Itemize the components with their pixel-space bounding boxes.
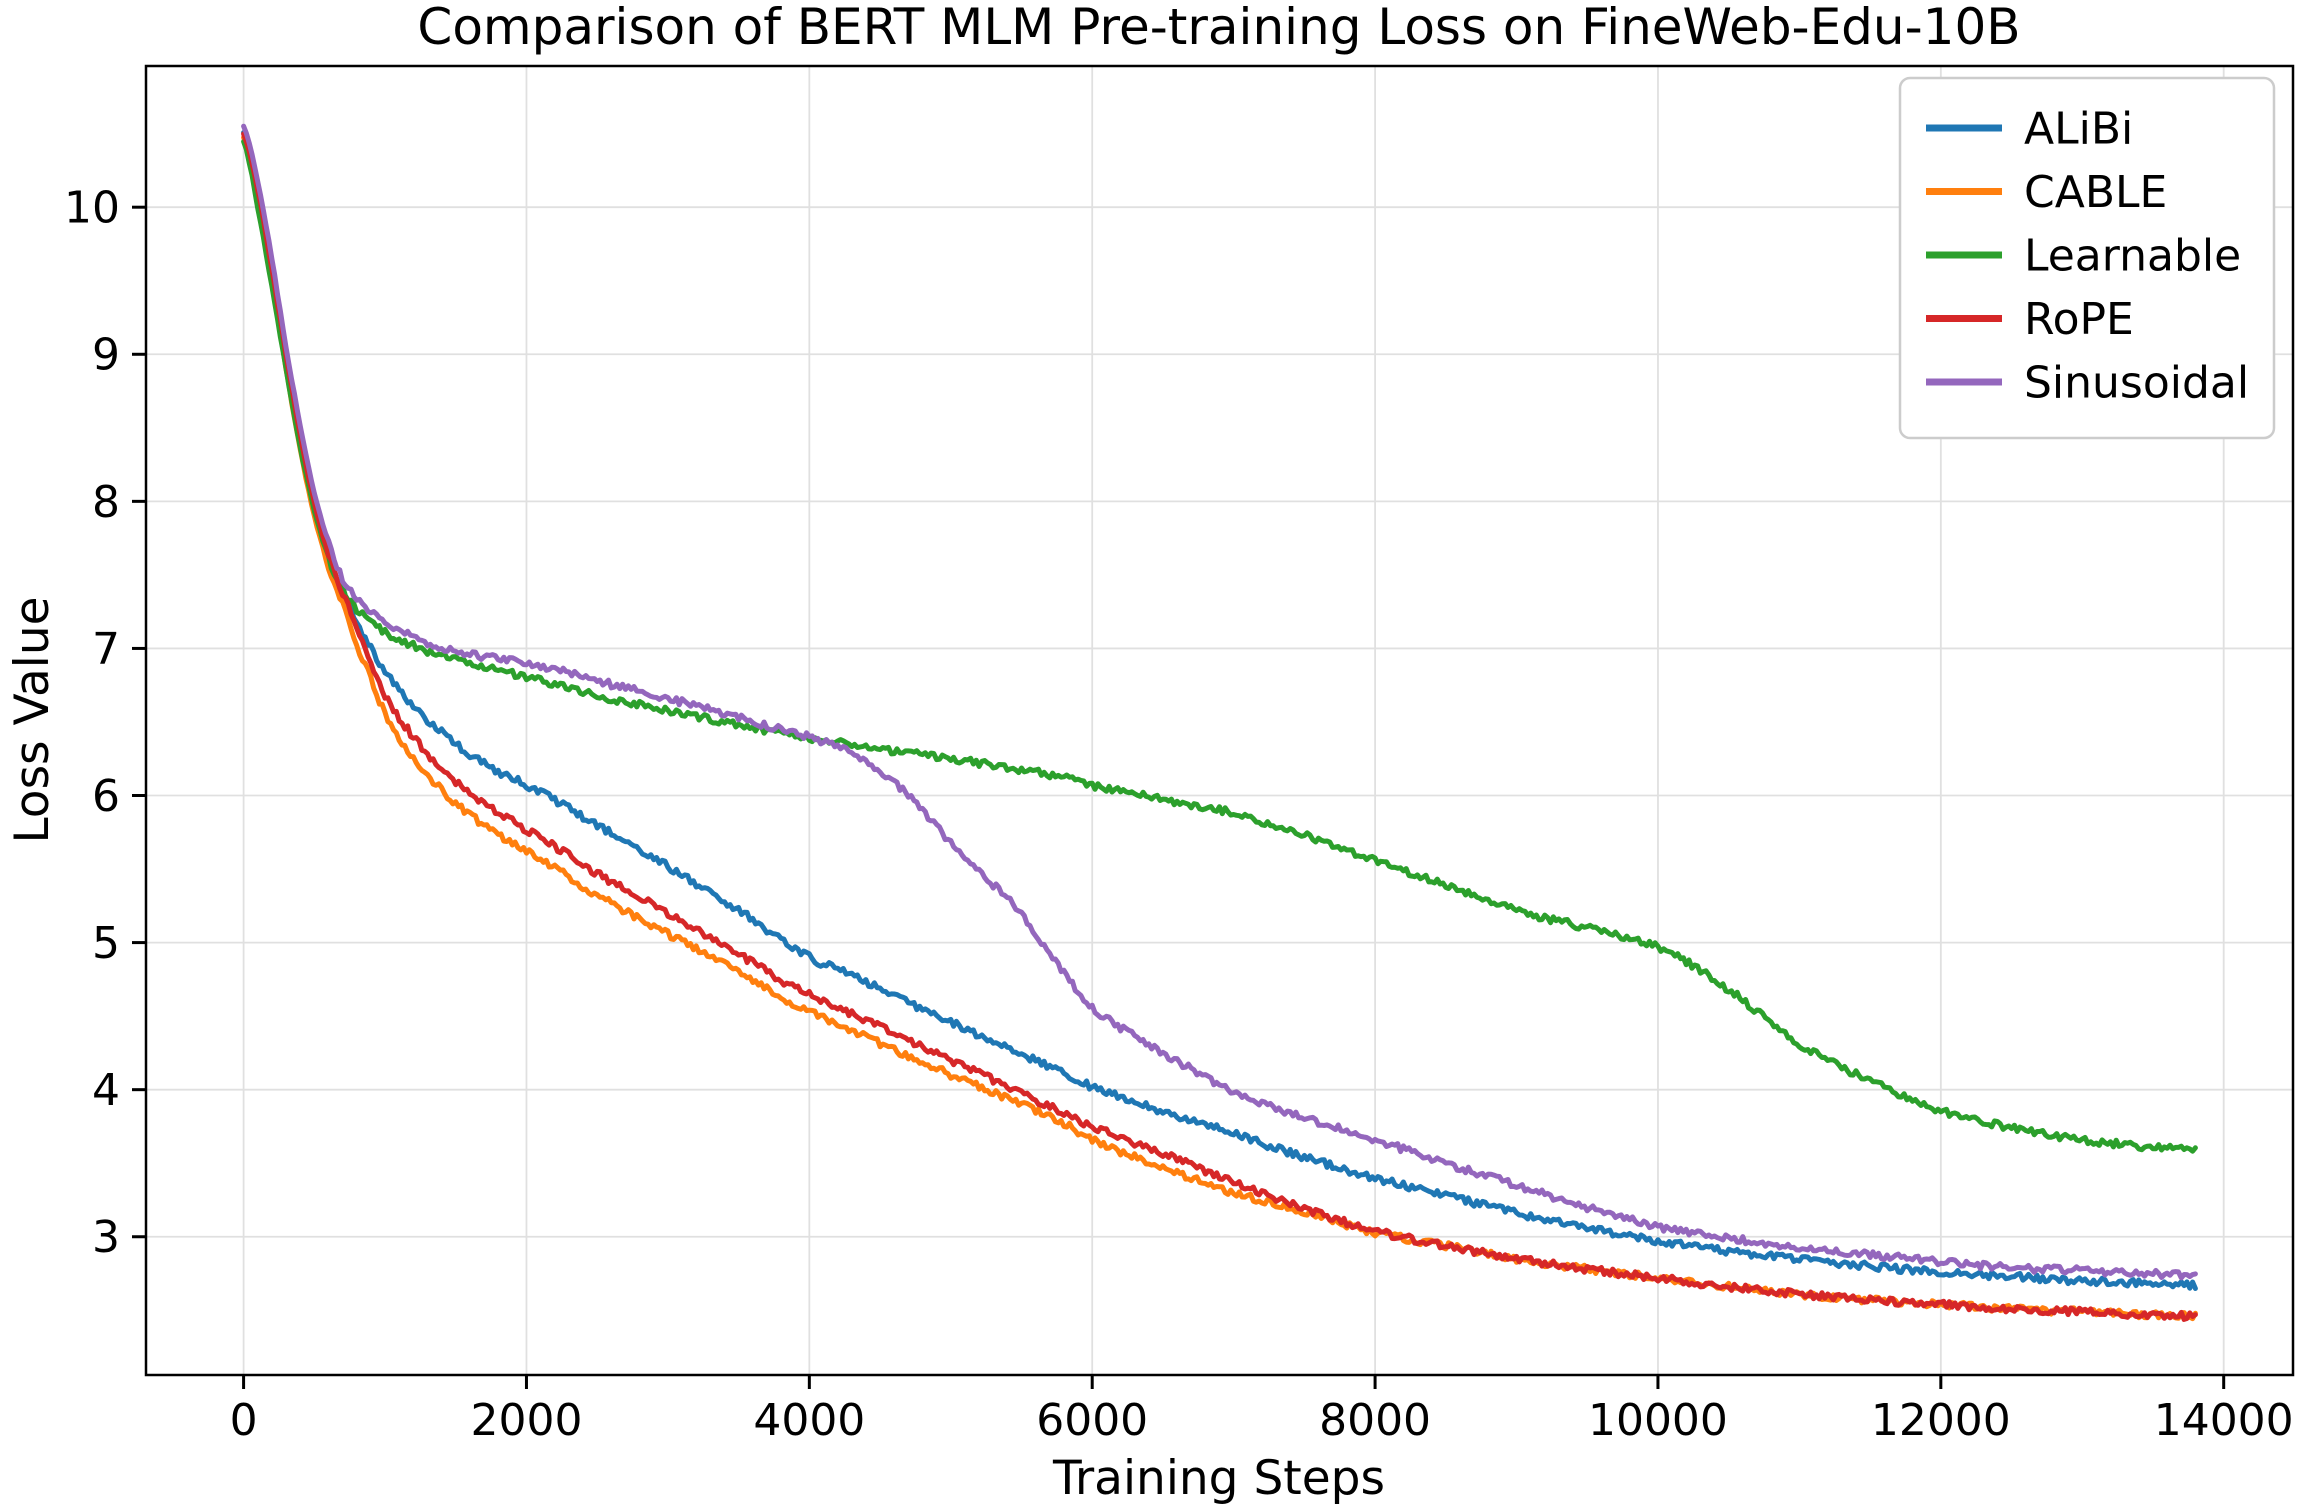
legend-label: Sinusoidal — [2024, 357, 2249, 408]
y-tick-label: 8 — [92, 477, 120, 528]
chart-title: Comparison of BERT MLM Pre-training Loss… — [417, 0, 2020, 56]
legend-entry-learnable: Learnable — [1926, 230, 2241, 281]
y-tick-label: 9 — [92, 330, 120, 381]
axes-layer: 0 2000 4000 6000 8000 10000 12000 14000 3 4 5 6 7 8 9 1… — [64, 64, 2295, 1446]
legend-label: CABLE — [2024, 167, 2167, 218]
x-tick-label: 2000 — [470, 1395, 582, 1446]
y-tick-label: 4 — [92, 1065, 120, 1116]
legend-box — [1898, 76, 2276, 440]
x-tick-label: 0 — [230, 1395, 258, 1446]
series-line-rope — [241, 131, 2198, 1322]
x-axis-label: Training Steps — [1052, 1451, 1385, 1506]
x-tick-label: 6000 — [1036, 1395, 1148, 1446]
y-tick-label: 10 — [64, 183, 120, 234]
series-line-sinusoidal — [241, 123, 2198, 1281]
x-tick-label: 14000 — [2154, 1395, 2294, 1446]
legend-label: Learnable — [2024, 230, 2241, 281]
series-layer — [241, 123, 2198, 1322]
legend-entry-sinusoidal: Sinusoidal — [1926, 357, 2249, 408]
y-tick-label: 5 — [92, 918, 120, 969]
axes-frame — [144, 64, 2295, 1377]
y-tick-label: 6 — [92, 771, 120, 822]
legend-label: ALiBi — [2024, 103, 2133, 154]
series-line-alibi — [241, 130, 2198, 1291]
legend-entry-cable: CABLE — [1926, 167, 2167, 218]
x-tick-label: 10000 — [1588, 1395, 1728, 1446]
legend-entry-rope: RoPE — [1926, 294, 2134, 345]
grid-layer — [146, 66, 2293, 1375]
y-tick-label: 3 — [92, 1212, 120, 1263]
x-tick-label: 4000 — [753, 1395, 865, 1446]
x-tick-label: 12000 — [1871, 1395, 2011, 1446]
legend-entry-alibi: ALiBi — [1926, 103, 2133, 154]
y-tick-label: 7 — [92, 624, 120, 675]
legend-label: RoPE — [2024, 294, 2134, 345]
y-axis-label: Loss Value — [5, 596, 60, 843]
x-tick-label: 8000 — [1319, 1395, 1431, 1446]
legend: ALiBi CABLE Learnable RoPE Sinusoidal — [1898, 76, 2276, 440]
series-line-learnable — [241, 139, 2198, 1154]
